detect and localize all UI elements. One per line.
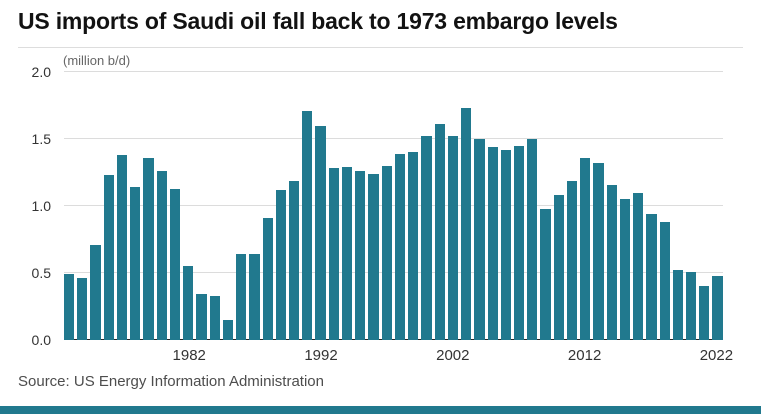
bar-1979 [143,157,154,340]
bar-2018 [659,222,670,340]
x-axis-labels: 1982 1992 2002 2012 2022 [64,347,734,365]
bar-1998 [394,153,406,340]
bar-2021 [699,286,710,340]
chart-title: US imports of Saudi oil fall back to 197… [18,8,618,34]
gridlines [64,71,723,340]
gridline [64,71,723,72]
title-divider [18,47,743,48]
bar-2022 [712,275,723,340]
y-tick-label-1.5: 1.5 [31,131,51,147]
source-attribution: Source: US Energy Information Administra… [18,373,324,390]
bar-1978 [130,187,141,340]
bar-1975 [90,244,101,340]
x-tick-label-2002: 2002 [436,347,470,364]
bar-2009 [540,208,551,340]
x-axis-baseline [64,339,723,340]
y-tick-label-2.0: 2.0 [31,64,51,80]
bar-1980 [156,171,167,340]
gridline [64,272,723,273]
bar-1997 [381,165,392,340]
bar-1976 [103,175,114,340]
bar-2013 [593,163,604,340]
bar-2008 [527,139,538,340]
bar-2014 [606,184,617,340]
x-tick-label-2022: 2022 [699,347,734,364]
brand-bottom-bar [0,406,761,414]
x-tick-label-1982: 1982 [172,347,206,364]
y-tick-label-0.0: 0.0 [31,332,51,348]
x-tick-label-2012: 2012 [567,347,602,364]
bar-1993 [328,168,339,340]
bar-2007 [513,145,525,340]
bar-1996 [368,173,379,340]
bar-2011 [566,180,578,340]
bar-2001 [434,124,445,340]
bar-2019 [672,270,684,340]
bar-1999 [408,152,419,340]
bar-1991 [302,110,313,340]
bar-2006 [500,149,511,340]
bar-2010 [553,195,564,340]
bar-2004 [474,139,485,340]
y-axis-labels: 0.0 0.5 1.0 1.5 2.0 [0,65,56,347]
bar-1992 [315,125,326,340]
bar-1989 [275,189,286,340]
bar-2017 [646,214,657,340]
bar-1988 [262,218,273,340]
y-tick-label-0.5: 0.5 [31,265,51,281]
bar-2005 [487,147,498,340]
bar-2016 [633,192,644,340]
gridline [64,138,723,139]
bar-1995 [355,171,366,340]
bar-2003 [461,108,472,340]
bar-1982 [183,266,194,340]
bar-1984 [209,295,220,340]
bar-1990 [288,180,300,340]
bar-1987 [249,254,260,340]
y-axis-unit-label: (million b/d) [63,53,131,68]
bar-1981 [169,188,181,340]
bar-2012 [580,157,591,340]
y-tick-label-1.0: 1.0 [31,198,51,214]
gridline [64,205,723,206]
bar-1974 [77,278,88,340]
bar-1994 [341,167,353,340]
bar-series [64,72,723,340]
x-tick-label-1992: 1992 [304,347,338,364]
plot-area [64,71,723,340]
bar-1973 [64,274,75,340]
bar-2015 [619,199,631,340]
bar-1977 [116,155,128,340]
bar-1983 [196,294,207,340]
bar-2020 [686,271,697,340]
bar-2000 [421,136,432,340]
bar-1986 [236,254,247,340]
bar-2002 [447,136,459,340]
bar-1985 [222,319,234,340]
